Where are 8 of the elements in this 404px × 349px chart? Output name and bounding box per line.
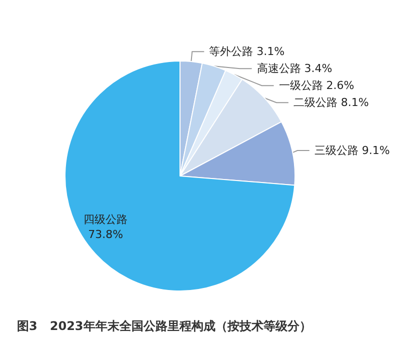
slice-label: 三级公路 9.1% (314, 144, 390, 157)
slice-label: 等外公路 3.1% (209, 45, 285, 58)
slice-label: 高速公路 3.4% (256, 62, 332, 76)
slice-label: 四级公路 (84, 213, 128, 226)
text: 图3 2023年年末全国公路里程构成（按技术等级分） (17, 319, 312, 333)
slice-label: 二级公路 8.1% (293, 96, 369, 110)
data-label: 73.8% (88, 228, 124, 242)
slice-label: 一级公路 2.6% (278, 79, 354, 92)
